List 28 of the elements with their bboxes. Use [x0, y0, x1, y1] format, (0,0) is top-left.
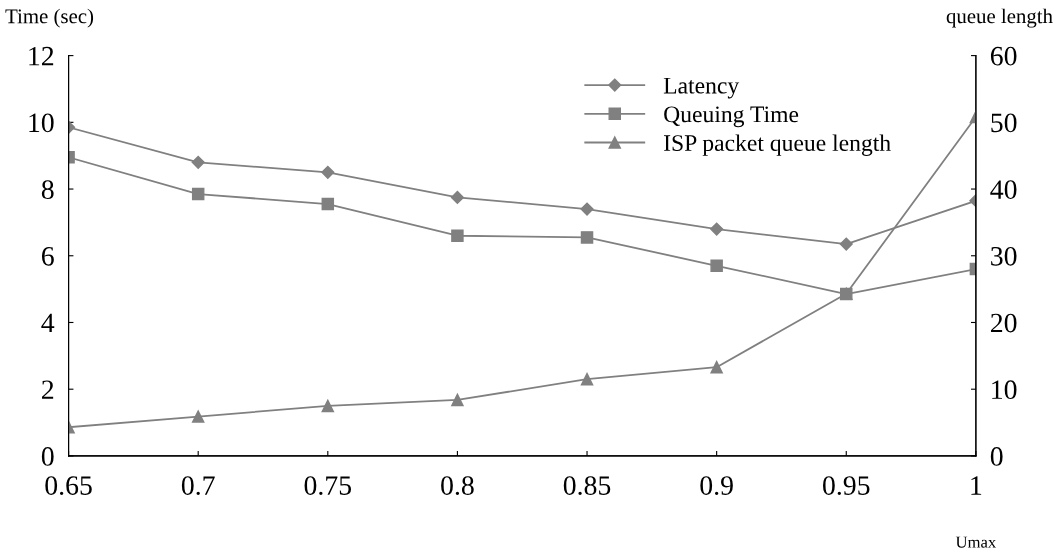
y-tick-label: 4 — [41, 313, 55, 333]
y-axis-title: Time (sec) — [5, 8, 94, 28]
x-tick-label: 0.95 — [823, 476, 870, 496]
x-tick-label: 0.75 — [304, 476, 352, 496]
y2-tick-label: 40 — [990, 180, 1017, 199]
x-tick-label: 0.7 — [181, 476, 215, 496]
y2-tick-label: 0 — [990, 447, 1003, 466]
x-tick-label: 1 — [971, 476, 982, 495]
y2-tick-label: 30 — [991, 246, 1017, 266]
y2-axis-title: queue length — [946, 8, 1053, 28]
y-tick-label: 10 — [29, 113, 54, 133]
y-tick-label: 6 — [41, 247, 54, 266]
y-tick-label: 12 — [29, 46, 54, 66]
y2-tick-label: 60 — [990, 46, 1017, 66]
y2-tick-label: 50 — [991, 113, 1017, 133]
x-tick-label: 0.85 — [563, 476, 611, 496]
x-tick-label: 0.65 — [45, 476, 92, 496]
y-tick-label: 0 — [41, 447, 54, 466]
legend-label: ISP packet queue length — [664, 134, 891, 156]
x-axis-title: Umax — [955, 536, 997, 548]
legend-label: Queuing Time — [664, 106, 799, 128]
y-tick-label: 8 — [41, 180, 54, 199]
x-tick-label: 0.9 — [700, 476, 733, 496]
x-tick-label: 0.8 — [441, 476, 474, 496]
y2-tick-label: 20 — [990, 313, 1017, 333]
y-tick-label: 2 — [42, 380, 54, 399]
y2-tick-label: 10 — [992, 380, 1017, 400]
legend-label: Latency — [663, 77, 740, 99]
